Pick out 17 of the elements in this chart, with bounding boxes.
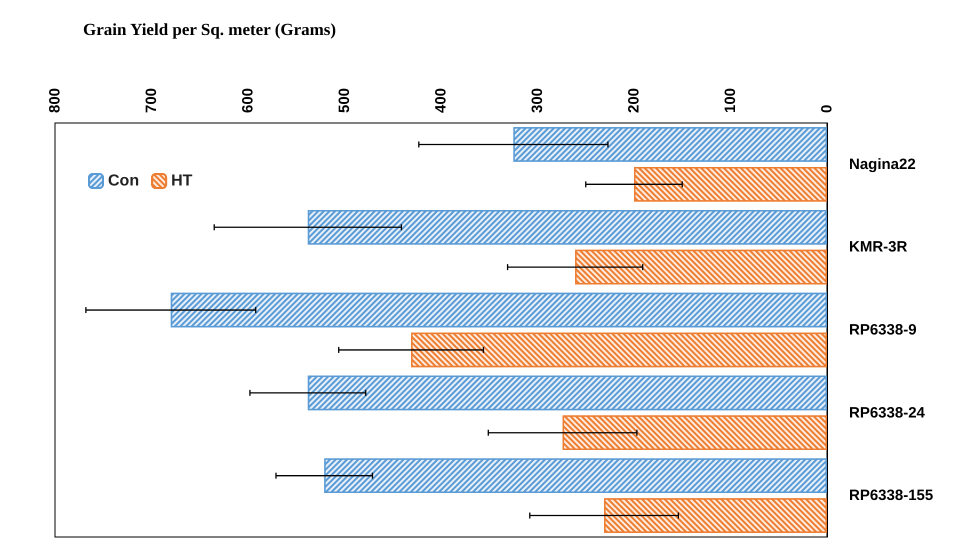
legend-label: HT [171, 172, 193, 190]
x-axis-title: Grain Yield per Sq. meter (Grams) [83, 20, 336, 39]
y-tick-label: KMR-3R [849, 238, 908, 256]
x-tick-label: 200 [626, 88, 642, 113]
x-tick-label: 100 [722, 88, 739, 113]
x-tick-label: 600 [240, 88, 256, 113]
legend-label: Con [108, 172, 140, 190]
x-tick-label: 800 [46, 88, 64, 113]
y-tick-label: RP6338-24 [849, 404, 926, 422]
y-tick-label: RP6338-9 [849, 322, 917, 338]
x-tick-label: 500 [336, 88, 353, 113]
x-tick-label: 0 [818, 104, 836, 113]
x-tick-label: 300 [529, 88, 546, 113]
y-tick-label: Nagina22 [849, 156, 916, 173]
y-tick-label: RP6338-155 [849, 487, 934, 504]
x-tick-label: 400 [432, 88, 450, 113]
x-tick-label: 700 [143, 88, 160, 113]
